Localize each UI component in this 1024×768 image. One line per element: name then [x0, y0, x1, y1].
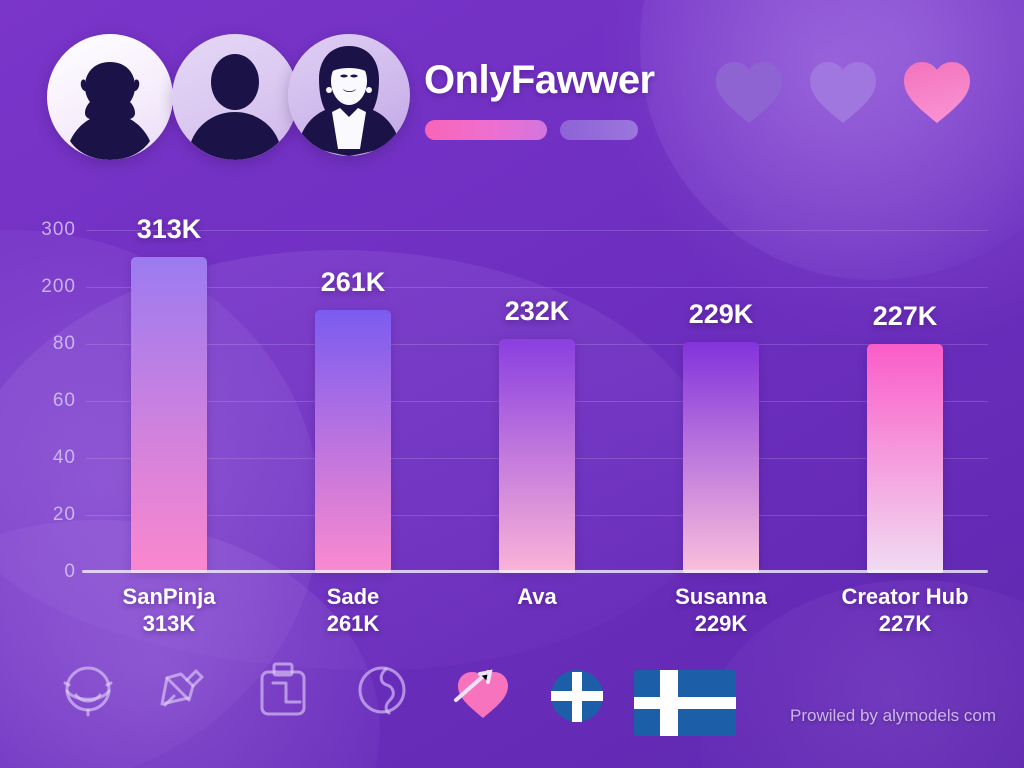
bar-value-label: 261K: [320, 267, 386, 297]
y-axis-tick: 80: [52, 333, 76, 354]
x-axis-label-name: SanPinja: [122, 584, 216, 609]
x-axis-label-sub: 229K: [694, 611, 748, 636]
heart-icon-pink: [900, 57, 974, 125]
x-axis-label-creator-hub: Creator Hub 227K: [805, 583, 1005, 637]
compass-icon[interactable]: [57, 660, 119, 722]
avatar-plain-silhouette: [172, 34, 298, 160]
bar-slot: 232K: [454, 230, 620, 573]
x-axis-baseline: [82, 570, 988, 573]
y-axis-tick: 60: [52, 390, 76, 411]
x-axis-label-sub: 227K: [878, 611, 932, 636]
gridline: [86, 230, 988, 231]
avatar-woman-portrait: [288, 34, 410, 156]
bar-sanpinja[interactable]: [131, 257, 207, 573]
bar-ava[interactable]: [499, 339, 575, 573]
heart-icon-medium: [806, 57, 880, 125]
x-axis-label-sanpinja: SanPinja 313K: [69, 583, 269, 637]
x-axis-label-name: Creator Hub: [841, 584, 969, 609]
watermark-text: Prowiled by alymodels com: [790, 706, 996, 725]
y-axis-tick: 20: [52, 504, 76, 525]
y-axis-tick: 300: [41, 219, 76, 240]
y-axis-tick: 40: [52, 447, 76, 468]
header: OnlyFawwer: [0, 0, 1024, 178]
x-axis-label-name: Susanna: [675, 584, 767, 609]
y-axis-tick: 200: [41, 276, 76, 297]
x-axis-label-ava: Ava: [437, 583, 637, 610]
bar-value-label: 229K: [688, 299, 754, 329]
y-axis-tick: 0: [64, 561, 76, 582]
bar-slot: 261K: [270, 230, 436, 573]
bar-value-label: 227K: [872, 301, 938, 331]
x-axis-label-sub: 313K: [142, 611, 196, 636]
avatar-curly-silhouette: [47, 34, 173, 160]
brand-accent-bar-primary: [425, 120, 547, 140]
page-title: OnlyFawwer: [424, 58, 655, 102]
x-axis-label-name: Ava: [517, 584, 557, 609]
x-axis-label-sub: 261K: [326, 611, 380, 636]
bar-slot: 227K: [822, 230, 988, 573]
x-axis-labels: SanPinja 313K Sade 261K Ava Susanna 229K…: [86, 583, 988, 653]
heart-icon-faded: [712, 57, 786, 125]
gridline: [86, 287, 988, 288]
x-axis-label-name: Sade: [326, 584, 380, 609]
y-axis-ticks: 300 200 80 60 40 20 0: [0, 219, 76, 582]
bar-sade[interactable]: [315, 310, 391, 573]
heart-arrow-icon[interactable]: [450, 666, 512, 722]
bar-slot: 229K: [638, 230, 804, 573]
bar-susanna[interactable]: [683, 342, 759, 573]
bar-value-label: 232K: [504, 296, 570, 326]
footer: Prowiled by alymodels com: [0, 650, 1024, 768]
globe-icon[interactable]: [352, 660, 412, 722]
nordic-flag-icon[interactable]: [634, 670, 736, 736]
cross-circle-icon[interactable]: [549, 668, 605, 724]
bar-value-label: 313K: [136, 214, 202, 244]
x-axis-label-susanna: Susanna 229K: [621, 583, 821, 637]
x-axis-label-sade: Sade 261K: [253, 583, 453, 637]
bar-series: 313K 261K 232K 229K 227K: [86, 214, 988, 573]
bar-slot: 313K: [86, 214, 252, 573]
clipboard-icon[interactable]: [253, 660, 313, 722]
brand-accent-bar-secondary: [560, 120, 638, 140]
bar-chart: 300 200 80 60 40 20 0 313K 261K 232K: [0, 200, 1024, 636]
bar-creator-hub[interactable]: [867, 344, 943, 573]
pen-tool-icon[interactable]: [152, 660, 214, 722]
